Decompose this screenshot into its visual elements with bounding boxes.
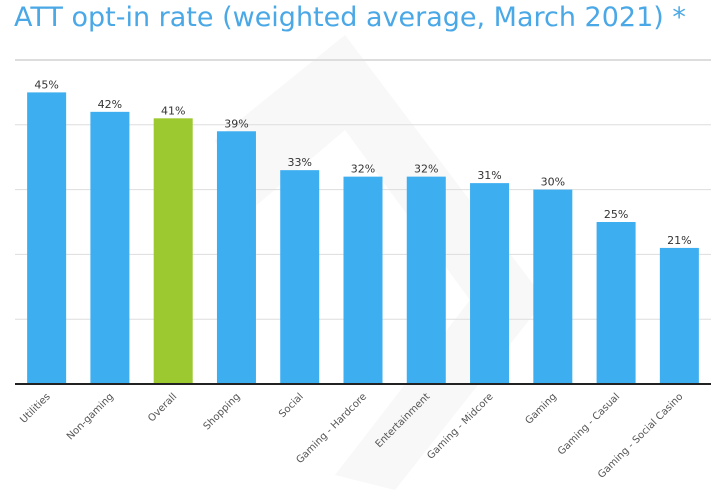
bar [27,92,67,385]
bar-value-label: 41% [161,104,185,117]
bar [406,176,446,384]
bar-value-label: 33% [288,156,312,169]
category-label: Gaming - Casual [556,391,622,457]
bar-value-label: 45% [34,78,58,91]
bar [343,176,383,384]
bar-value-label: 32% [351,163,375,176]
bar-value-label: 30% [541,176,565,189]
bar [596,222,636,384]
bar-value-label: 21% [667,234,691,247]
category-label: Non-gaming [65,391,116,442]
bar [659,247,699,384]
bar [470,183,510,384]
bars [27,92,699,385]
value-labels: 45% 42% 41% 39% 33% 32% 32% 31% 30% 25% 21% [34,78,691,247]
category-label: Utilities [18,391,52,425]
bar [153,118,193,384]
bar [533,189,573,384]
chart-title: ATT opt-in rate (weighted average, March… [14,2,686,33]
bar [216,131,256,384]
bar [90,111,130,384]
bar-value-label: 31% [477,169,501,182]
category-label: Social [277,391,306,420]
watermark-logo [215,35,545,490]
category-label: Shopping [202,391,243,432]
category-label: Overall [146,391,179,424]
bar-value-label: 42% [98,98,122,111]
bar-value-label: 32% [414,163,438,176]
bar [280,170,320,384]
bar-value-label: 39% [224,117,248,130]
bar-value-label: 25% [604,208,628,221]
category-label: Gaming [524,391,559,426]
